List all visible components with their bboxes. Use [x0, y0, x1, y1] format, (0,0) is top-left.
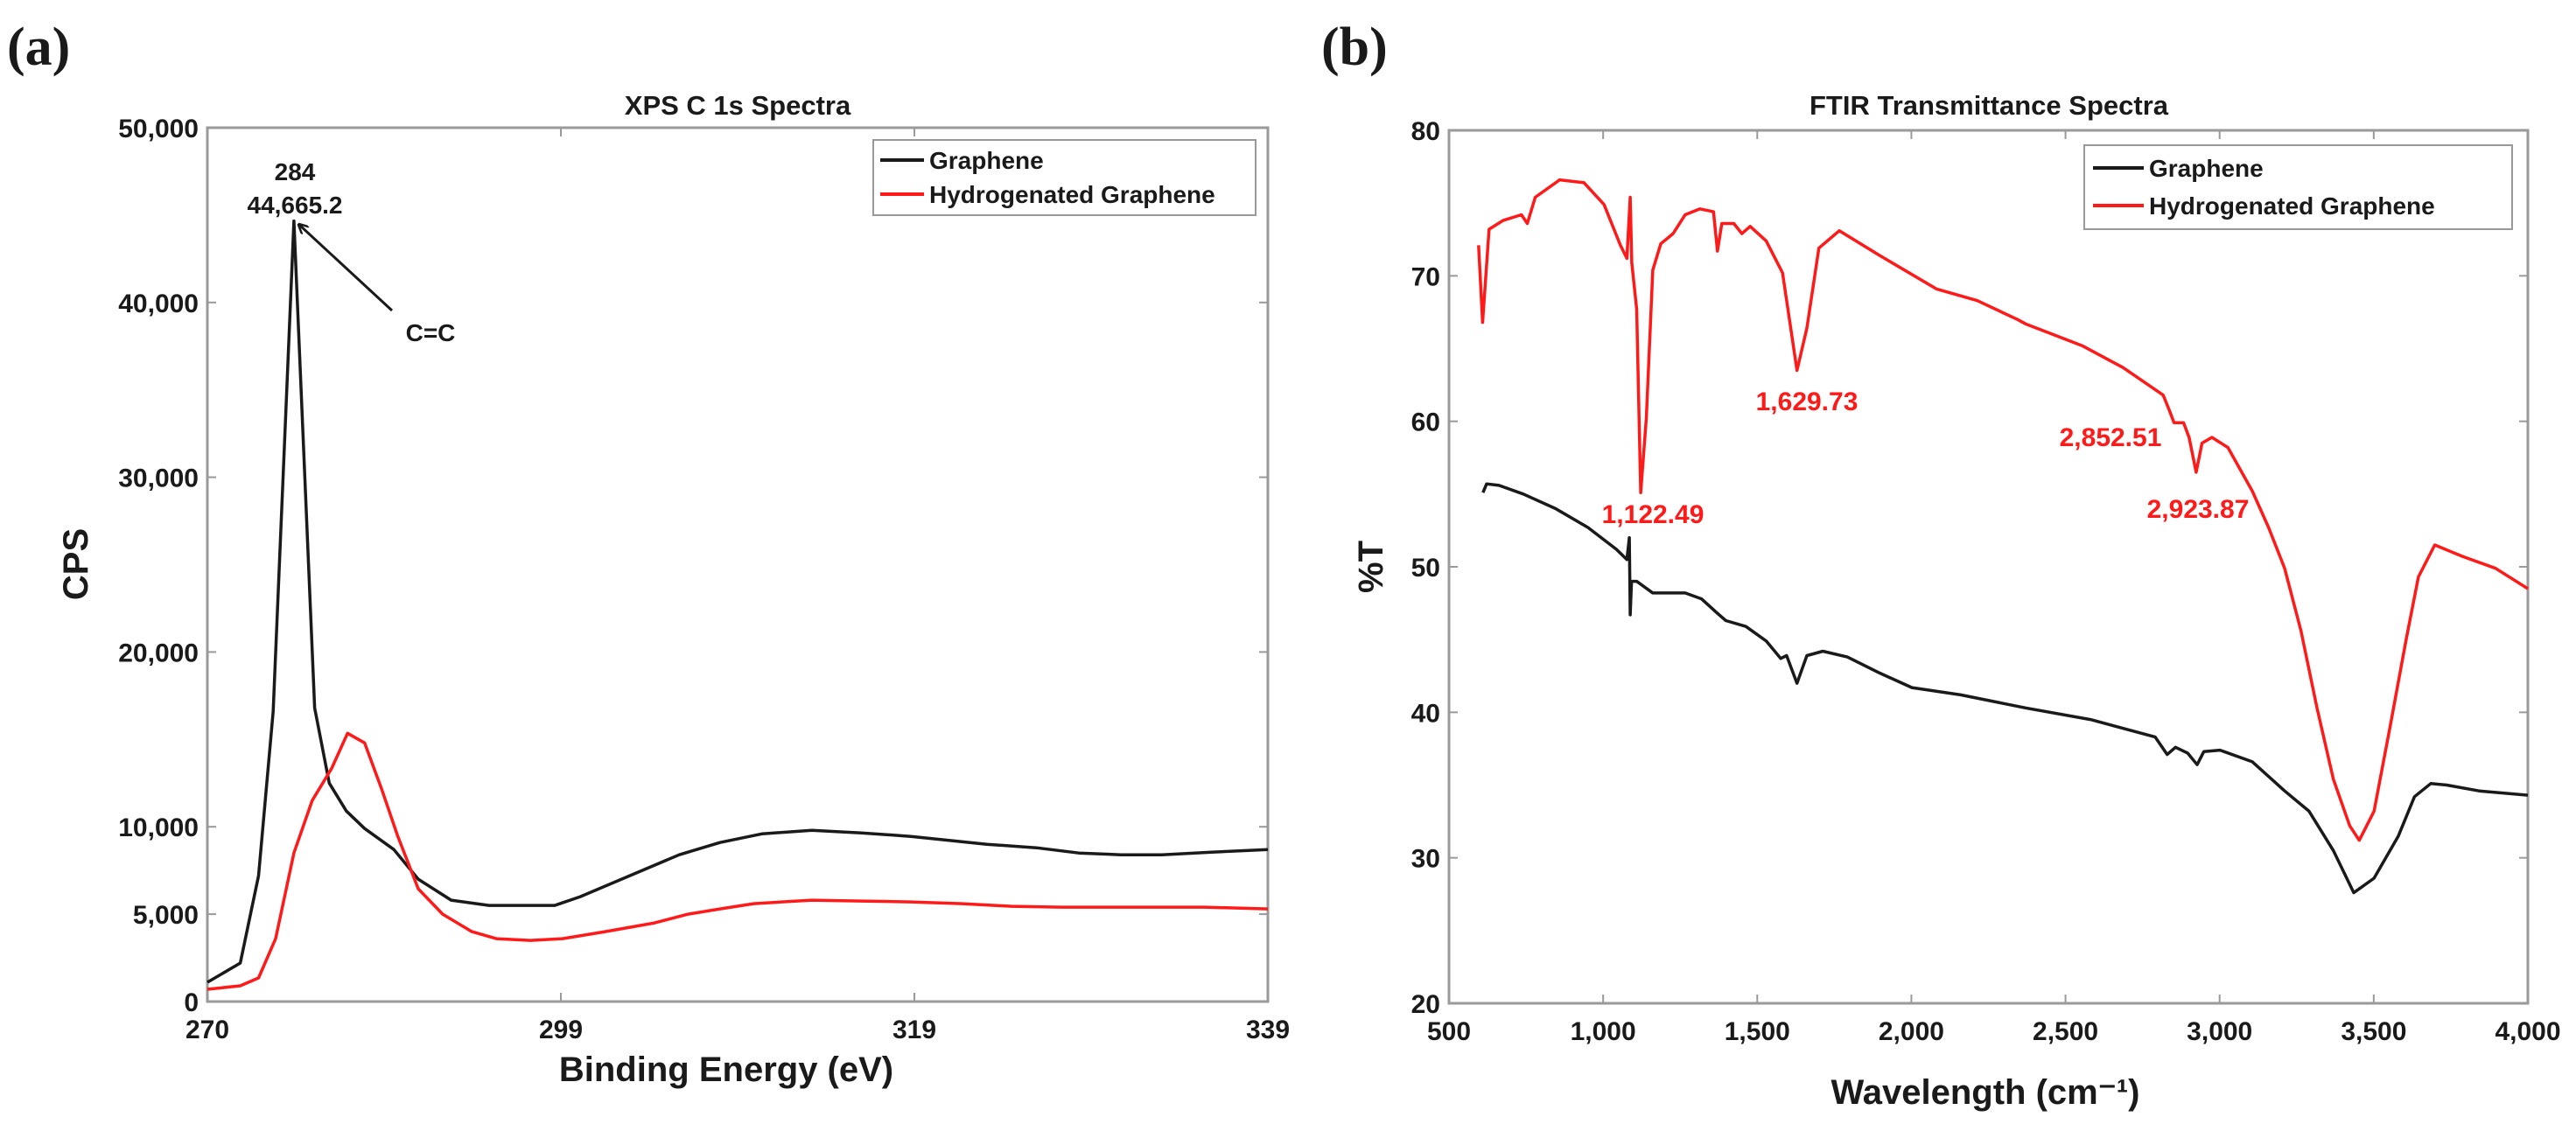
x-tick-label: 319 [892, 1016, 936, 1044]
y-axis-label-b: %T [1352, 541, 1390, 593]
chart-title-b: FTIR Transmittance Spectra [1810, 90, 2169, 121]
axes-box [1447, 129, 2530, 1005]
x-tick-label: 339 [1246, 1016, 1290, 1044]
chart-title-a: XPS C 1s Spectra [625, 90, 851, 121]
x-tick-label: 4,000 [2495, 1017, 2560, 1046]
x-tick-label: 3,000 [2187, 1017, 2252, 1046]
y-tick-label: 40 [1411, 699, 1440, 728]
x-tick-label: 2,500 [2033, 1017, 2098, 1046]
peak-label-2852: 2,852.51 [2060, 423, 2162, 452]
legend-b: Graphene Hydrogenated Graphene [2083, 144, 2513, 230]
plot-area-a: 270 299 319 339 0 5,000 10,000 20,000 30,000 40,0… [118, 115, 1290, 1044]
y-tick-label: 20 [1411, 990, 1440, 1019]
x-tick-label: 2,000 [1879, 1017, 1944, 1046]
legend-entry-graphene: Graphene [2149, 155, 2264, 182]
y-axis-label-a: CPS [57, 528, 95, 600]
peak-annotation-value: 44,665.2 [248, 192, 343, 219]
y-tick-label: 10,000 [118, 813, 199, 842]
y-tick-label: 60 [1411, 408, 1440, 437]
x-tick-label: 299 [539, 1016, 583, 1044]
y-tick-label: 70 [1411, 262, 1440, 291]
y-tick-label: 40,000 [118, 290, 199, 318]
series-line-hydrogenated-graphene [1477, 178, 2529, 842]
y-tick-label: 30,000 [118, 464, 199, 493]
plot-area-b: 500 1,000 1,500 2,000 2,500 3,000 3,500 4,000 20… [1411, 117, 2561, 1046]
peak-annotation-position: 284 [275, 158, 316, 185]
legend-entry-graphene: Graphene [929, 147, 1044, 174]
series-line-graphene [206, 219, 1269, 984]
y-tick-label: 80 [1411, 117, 1440, 146]
x-tick-label: 1,500 [1725, 1017, 1790, 1046]
x-tick-label: 1,000 [1571, 1017, 1636, 1046]
legend-entry-hydrogenated: Hydrogenated Graphene [2149, 192, 2435, 220]
ftir-chart: (b) FTIR Transmittance Spectra Wavelengt… [1321, 17, 2561, 1112]
x-axis-label-a: Binding Energy (eV) [559, 1051, 893, 1089]
y-tick-label: 50 [1411, 554, 1440, 583]
series-line-hydrogenated-graphene [206, 731, 1269, 991]
peak-label-2923: 2,923.87 [2147, 495, 2250, 524]
y-tick-label: 5,000 [133, 901, 199, 930]
panel-label-a: (a) [7, 17, 70, 77]
xps-chart: (a) XPS C 1s Spectra Binding Energy (eV)… [7, 17, 1290, 1089]
x-tick-label: 3,500 [2341, 1017, 2406, 1046]
x-tick-label: 500 [1427, 1017, 1471, 1046]
y-tick-label: 50,000 [118, 115, 199, 143]
x-axis-label-b: Wavelength (cm⁻¹) [1831, 1073, 2140, 1112]
peak-label-1122: 1,122.49 [1602, 500, 1704, 529]
y-tick-label: 30 [1411, 845, 1440, 874]
legend-box [2083, 144, 2513, 230]
y-tick-label: 0 [184, 988, 199, 1017]
x-tick-label: 270 [186, 1016, 229, 1044]
cc-bond-annotation: C=C [406, 319, 456, 346]
peak-label-1629: 1,629.73 [1756, 387, 1858, 416]
legend-box [872, 139, 1256, 216]
annotation-arrow [299, 225, 394, 312]
series-line-graphene [1481, 482, 2529, 895]
legend-entry-hydrogenated: Hydrogenated Graphene [929, 181, 1215, 208]
panel-label-b: (b) [1321, 17, 1388, 77]
y-tick-label: 20,000 [118, 639, 199, 667]
axes-box [206, 126, 1270, 1003]
legend-a: Graphene Hydrogenated Graphene [872, 139, 1256, 216]
